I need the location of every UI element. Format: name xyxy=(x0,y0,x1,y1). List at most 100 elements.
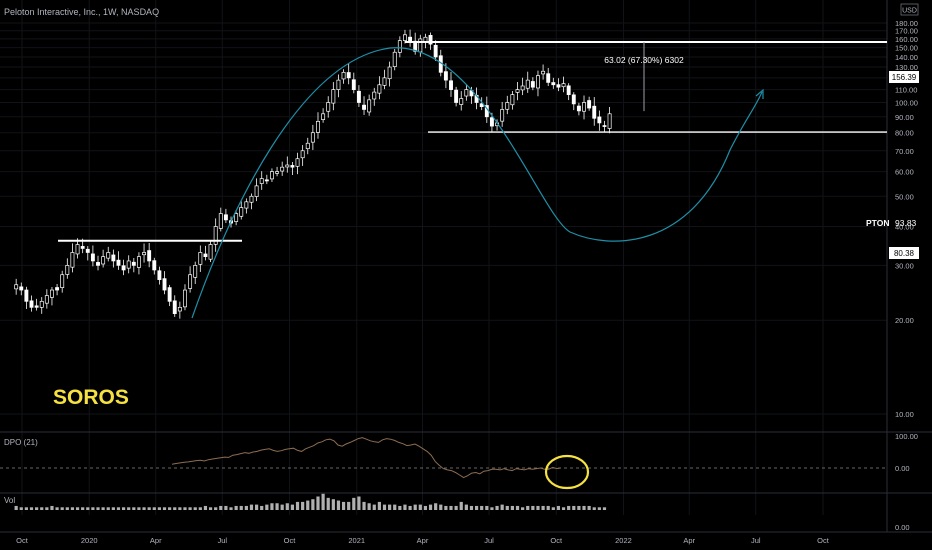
volume-bar xyxy=(91,507,95,510)
volume-bar xyxy=(137,507,141,510)
candle xyxy=(147,243,152,268)
candle xyxy=(218,207,223,232)
volume-bar xyxy=(234,505,238,510)
volume-bar xyxy=(116,507,121,510)
candle-body xyxy=(269,171,274,180)
candle-body xyxy=(372,91,377,100)
volume-bar xyxy=(173,507,177,510)
candle-body xyxy=(336,79,341,90)
candle-body xyxy=(264,179,269,182)
candle-body xyxy=(177,306,182,312)
candle xyxy=(479,97,484,111)
volume-bar xyxy=(86,507,90,510)
candle xyxy=(592,97,597,126)
candle xyxy=(142,243,147,263)
resistance-price-tag: 156.39 xyxy=(889,71,919,83)
time-tick-12: Oct xyxy=(817,536,830,545)
volume-bar xyxy=(393,504,397,510)
time-tick-11: Jul xyxy=(751,536,761,545)
volume-bar xyxy=(434,503,438,510)
candle-body xyxy=(556,84,561,88)
svg-text:156.39: 156.39 xyxy=(892,73,917,82)
candle xyxy=(269,168,274,183)
measure-label: 63.02 (67.30%) 6302 xyxy=(604,55,684,65)
volume-bar xyxy=(208,507,213,510)
candle xyxy=(198,245,203,272)
candle-body xyxy=(541,70,546,75)
volume-bar xyxy=(290,504,295,510)
volume-bar xyxy=(106,507,110,510)
candle xyxy=(19,282,24,296)
candle xyxy=(65,258,70,279)
candle-body xyxy=(392,51,397,68)
candle-body xyxy=(566,85,571,95)
volume-bar xyxy=(469,505,474,510)
volume-bar xyxy=(464,504,468,510)
candle-body xyxy=(70,252,75,268)
volume-bar xyxy=(500,504,504,510)
volume-bar xyxy=(178,507,182,510)
candle-body xyxy=(106,252,111,259)
candle xyxy=(316,112,320,139)
candle-body xyxy=(29,300,34,308)
volume-bar xyxy=(449,505,453,510)
candle xyxy=(520,77,525,96)
vol-label: Vol xyxy=(4,496,15,505)
candle-body xyxy=(295,158,300,167)
candle xyxy=(530,77,535,91)
candle-body xyxy=(546,73,551,83)
candle xyxy=(24,286,29,310)
candle xyxy=(223,208,228,223)
candle-body xyxy=(316,121,320,133)
volume-bar xyxy=(372,504,376,510)
candle-body xyxy=(218,213,223,229)
currency-badge[interactable] xyxy=(900,3,919,16)
candle-body xyxy=(300,150,305,159)
price-tick-13: 50.00 xyxy=(895,192,914,201)
candle-body xyxy=(530,81,535,88)
candle-body xyxy=(208,244,213,260)
candle xyxy=(34,298,39,311)
candle-body xyxy=(280,166,285,172)
volume-bar xyxy=(510,505,514,510)
svg-text:80.38: 80.38 xyxy=(894,249,915,258)
candle xyxy=(541,64,546,80)
candle xyxy=(536,70,540,97)
volume-bar xyxy=(142,507,146,510)
volume-bar xyxy=(521,507,525,510)
candle xyxy=(126,255,131,274)
volume-bar xyxy=(556,505,561,510)
volume-bar xyxy=(311,499,315,510)
candle-body xyxy=(520,85,525,91)
candle-body xyxy=(367,99,372,113)
candle-body xyxy=(55,287,60,291)
candle-body xyxy=(479,103,484,107)
volume-bar xyxy=(362,501,366,510)
candle xyxy=(525,71,530,93)
candle-body xyxy=(254,185,259,197)
volume-bar xyxy=(326,497,330,510)
volume-bar xyxy=(188,507,192,510)
candle xyxy=(157,266,162,285)
support-price-tag: 80.38 xyxy=(889,247,919,259)
candle xyxy=(551,77,556,89)
candle-body xyxy=(290,165,295,168)
price-tick-9: 90.00 xyxy=(895,113,914,122)
time-axis[interactable]: Oct 2020 Apr Jul Oct 2021 Apr Jul Oct 2022 Apr Jul O… xyxy=(16,536,830,545)
candle xyxy=(90,245,95,267)
volume-bar xyxy=(147,507,151,510)
candle xyxy=(275,166,280,177)
candle xyxy=(162,271,167,295)
candle-body xyxy=(44,295,49,304)
candle xyxy=(515,82,520,101)
volume-bar xyxy=(321,493,325,510)
candle-body xyxy=(587,100,592,109)
volume-bar xyxy=(254,504,259,510)
candle xyxy=(356,85,361,107)
time-tick-8: Oct xyxy=(550,536,563,545)
dpo-tick-1: 0.00 xyxy=(895,464,910,473)
volume-bar xyxy=(341,501,346,510)
candle-body xyxy=(576,105,581,112)
volume-bar xyxy=(111,507,115,510)
